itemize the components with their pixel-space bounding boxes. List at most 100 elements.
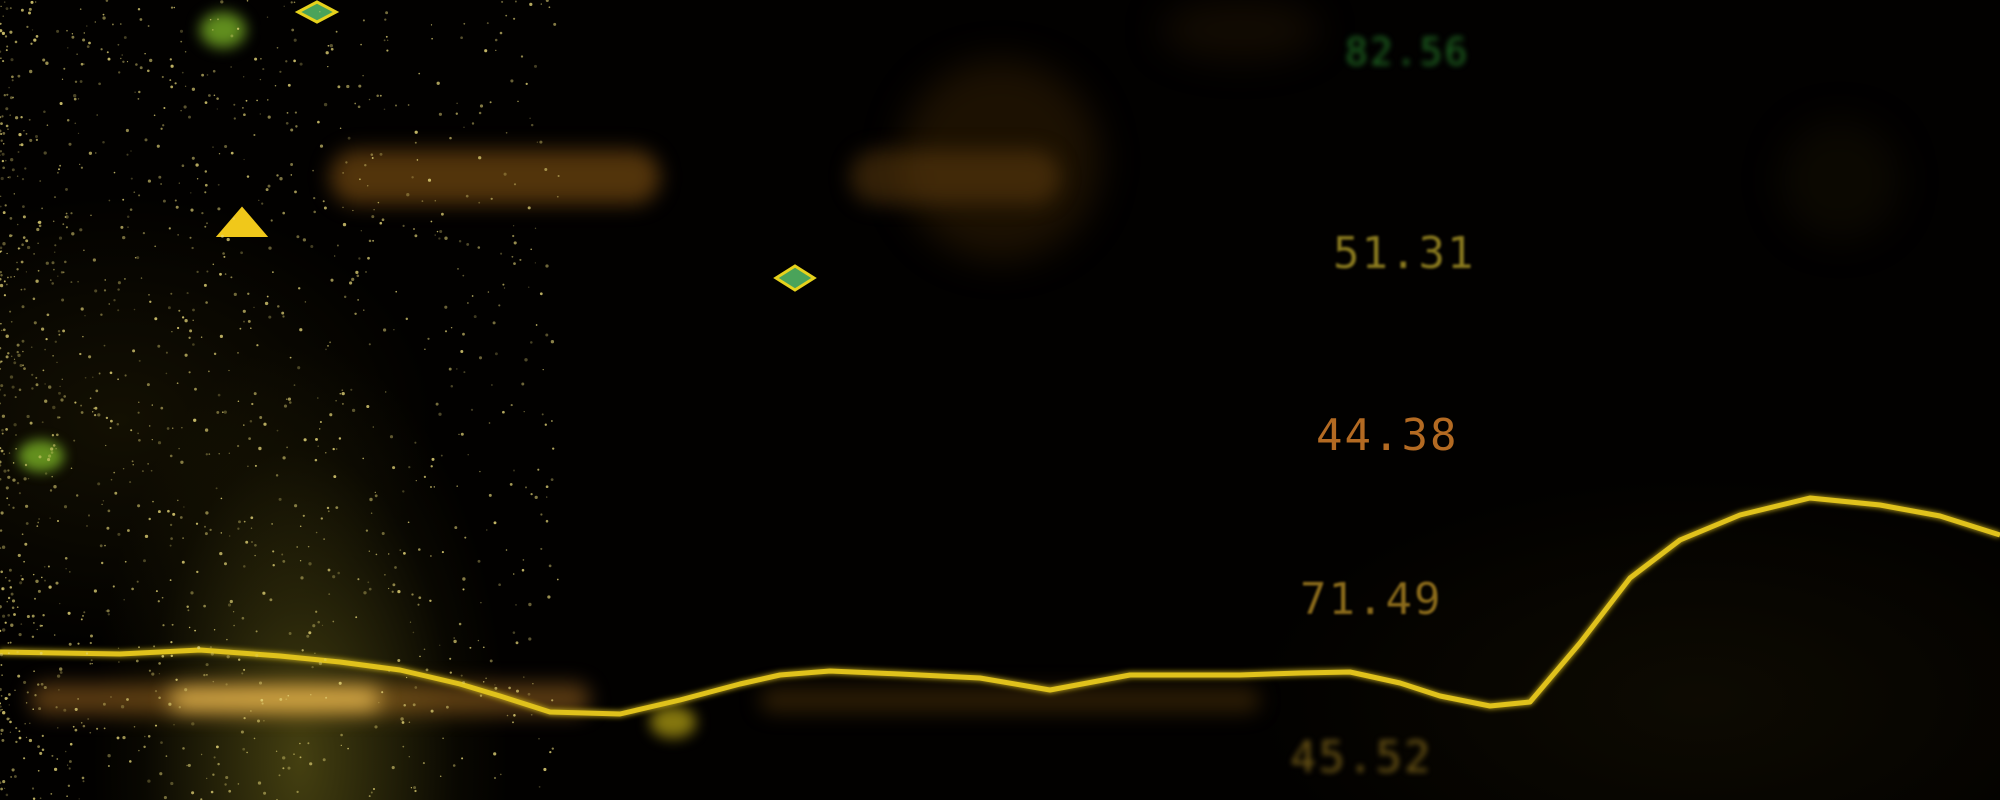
sparkle-particle (147, 463, 149, 465)
sparkle-particle (478, 156, 482, 160)
sparkle-particle (511, 255, 514, 258)
sparkle-particle (533, 64, 538, 68)
sparkle-particle (111, 23, 114, 26)
sparkle-particle (337, 85, 341, 89)
sparkle-particle (529, 2, 533, 7)
sparkle-particle (477, 559, 481, 563)
sparkle-particle (53, 485, 57, 489)
sparkle-particle (0, 122, 3, 125)
sparkle-particle (21, 305, 25, 309)
sparkle-particle (38, 707, 42, 711)
sparkle-particle (351, 408, 356, 413)
sparkle-particle (337, 571, 340, 575)
sparkle-particle (62, 271, 65, 274)
sparkle-particle (0, 464, 2, 467)
sparkle-particle (502, 283, 505, 286)
sparkle-particle (65, 226, 68, 229)
sparkle-particle (233, 292, 237, 296)
sparkle-particle (152, 500, 154, 503)
sparkle-particle (241, 672, 244, 675)
sparkle-particle (237, 527, 240, 530)
sparkle-particle (25, 702, 28, 704)
sparkle-particle (419, 655, 421, 658)
sparkle-particle (365, 271, 367, 273)
sparkle-particle (184, 353, 188, 357)
sparkle-particle (158, 673, 161, 675)
sparkle-particle (70, 281, 73, 284)
sparkle-particle (14, 40, 18, 44)
sparkle-particle (548, 6, 551, 9)
sparkle-particle (385, 11, 389, 15)
sparkle-particle (23, 477, 27, 481)
sparkle-particle (7, 352, 10, 355)
sparkle-particle (27, 477, 30, 480)
sparkle-particle (314, 458, 318, 462)
sparkle-particle (187, 763, 191, 767)
sparkle-particle (297, 366, 301, 370)
sparkle-particle (285, 121, 289, 125)
sparkle-particle (134, 91, 136, 93)
sparkle-particle (158, 175, 162, 179)
sparkle-particle (224, 144, 228, 149)
sparkle-particle (169, 579, 172, 581)
sparkle-particle (215, 745, 219, 749)
sparkle-particle (438, 237, 441, 240)
sparkle-particle (230, 34, 234, 38)
sparkle-particle (10, 592, 14, 596)
sparkle-particle (51, 475, 53, 478)
sparkle-particle (381, 531, 385, 536)
sparkle-particle (458, 239, 462, 243)
sparkle-particle (247, 319, 251, 323)
sparkle-particle (512, 225, 515, 227)
sparkle-particle (267, 99, 269, 101)
sparkle-particle (505, 14, 508, 17)
sparkle-particle (285, 698, 288, 701)
sparkle-particle (194, 387, 197, 391)
sparkle-particle (177, 234, 179, 236)
sparkle-particle (102, 500, 105, 502)
sparkle-particle (18, 132, 22, 137)
sparkle-particle (82, 724, 86, 728)
sparkle-particle (279, 177, 283, 181)
sparkle-particle (1, 31, 5, 35)
sparkle-particle (247, 292, 250, 295)
sparkle-particle (408, 756, 410, 758)
sparkle-particle (170, 6, 174, 9)
sparkle-particle (11, 768, 15, 772)
sparkle-particle (431, 457, 435, 461)
sparkle-particle (213, 629, 216, 631)
sparkle-particle (24, 722, 27, 725)
sparkle-particle (35, 579, 39, 583)
sparkle-particle (343, 295, 347, 299)
sparkle-particle (16, 350, 19, 354)
sparkle-particle (237, 783, 240, 785)
sparkle-particle (112, 585, 115, 588)
sparkle-particle (528, 602, 532, 607)
sparkle-particle (151, 672, 155, 676)
sparkle-particle (7, 128, 9, 130)
sparkle-particle (184, 51, 187, 53)
sparkle-particle (458, 622, 462, 626)
sparkle-particle (144, 52, 146, 55)
sparkle-particle (450, 326, 453, 329)
sparkle-particle (342, 172, 344, 174)
sparkle-particle (191, 87, 196, 91)
sparkle-particle (182, 747, 185, 750)
sparkle-particle (478, 201, 481, 204)
sparkle-particle (209, 528, 212, 532)
sparkle-particle (17, 553, 21, 557)
sparkle-particle (4, 204, 7, 207)
sparkle-particle (401, 721, 405, 724)
sparkle-particle (223, 255, 226, 258)
sparkle-particle (260, 698, 264, 702)
sparkle-particle (52, 444, 56, 447)
sparkle-particle (455, 112, 458, 115)
sparkle-particle (323, 658, 327, 662)
sparkle-particle (218, 153, 221, 155)
sparkle-particle (176, 382, 179, 385)
sparkle-particle (22, 350, 24, 353)
sparkle-particle (362, 19, 365, 22)
sparkle-particle (3, 1, 6, 3)
sparkle-particle (371, 157, 374, 159)
